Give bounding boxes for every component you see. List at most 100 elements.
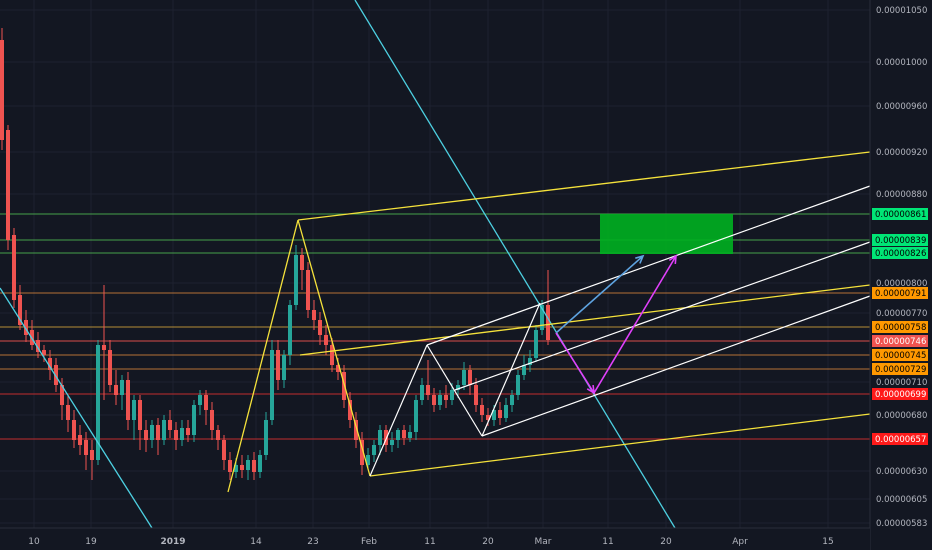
time-tick-label: 11 (424, 537, 435, 547)
candlesticks (0, 28, 550, 480)
white-zigzag (426, 344, 483, 437)
white-zigzag (369, 344, 428, 477)
candle-body (348, 400, 352, 420)
candle-body (288, 305, 292, 355)
candle-body (264, 420, 268, 455)
price-level-tag-label: 0.00000657 (875, 435, 926, 445)
price-level-tag (872, 335, 928, 347)
trend-drawings (0, 0, 871, 529)
candle-body (306, 270, 310, 310)
price-level-tag-label: 0.00000699 (875, 390, 926, 400)
candle-body (366, 455, 370, 465)
candle-body (186, 428, 190, 435)
candle-body (432, 395, 436, 405)
candle-body (522, 365, 526, 375)
candle-body (246, 460, 250, 470)
price-level-tag (872, 234, 928, 246)
candle-body (78, 435, 82, 445)
candle-body (174, 430, 178, 440)
time-tick-label: 20 (660, 537, 672, 547)
candle-body (540, 305, 544, 330)
blue-projection-arrow (555, 255, 644, 334)
time-tick-label: 11 (602, 537, 613, 547)
candle-body (258, 455, 262, 472)
candle-body (342, 372, 346, 400)
magenta-projection-arrow-up-head (668, 254, 677, 265)
candle-body (486, 415, 490, 420)
candle-body (48, 358, 52, 370)
price-tick-label: 0.00001050 (876, 6, 927, 16)
magenta-projection-arrow-up (593, 255, 677, 394)
candle-body (384, 430, 388, 445)
candle-body (294, 255, 298, 305)
candle-body (360, 440, 364, 465)
candle-body (96, 345, 100, 460)
price-level-tag-label: 0.00000826 (875, 249, 926, 259)
candle-body (462, 370, 466, 385)
price-tick-label: 0.00000920 (876, 148, 927, 158)
candle-body (408, 432, 412, 438)
price-tick-label: 0.00000680 (876, 411, 927, 421)
time-axis[interactable]: 10 19 2019 14 23 Feb 11 20 Mar 11 20 Apr 15 (0, 527, 870, 550)
price-level-tag (872, 363, 928, 375)
candle-body (216, 430, 220, 440)
price-level-tag-label: 0.00000746 (875, 337, 926, 347)
candle-body (108, 350, 112, 385)
candle-body (36, 340, 40, 352)
time-tick-label: 15 (822, 537, 833, 547)
time-tick-label: 19 (85, 537, 97, 547)
candle-body (468, 370, 472, 385)
yellow-impulse-up (227, 219, 299, 493)
candle-body (54, 365, 58, 385)
candle-body (390, 440, 394, 445)
candle-body (114, 385, 118, 395)
white-channel-upper (426, 185, 871, 346)
price-level-tag (872, 208, 928, 220)
price-tick-label: 0.00001000 (876, 58, 927, 68)
candle-body (12, 235, 16, 300)
target-zone (600, 214, 733, 254)
candle-body (240, 465, 244, 470)
time-tick-label: 20 (482, 537, 494, 547)
candle-body (426, 385, 430, 395)
candle-body (480, 405, 484, 415)
candle-body (120, 380, 124, 395)
candle-body (24, 320, 28, 335)
time-tick-label: 10 (28, 537, 40, 547)
price-level-tag (872, 287, 928, 299)
candle-body (450, 390, 454, 400)
price-level-tag (872, 349, 928, 361)
candle-body (102, 345, 106, 350)
time-tick-label: Apr (732, 537, 748, 547)
candle-body (72, 420, 76, 440)
price-tick-label: 0.00000630 (876, 467, 927, 477)
candle-body (18, 295, 22, 325)
candle-body (510, 395, 514, 405)
candle-body (84, 440, 88, 455)
candle-body (492, 410, 496, 420)
white-channel-median (454, 241, 871, 391)
price-level-tag-label: 0.00000745 (875, 351, 926, 361)
price-level-tag (872, 388, 928, 400)
white-channel-lower (481, 295, 871, 437)
candle-body (414, 400, 418, 432)
price-level-tag-label: 0.00000791 (875, 289, 926, 299)
target-zone-box (600, 214, 733, 254)
candle-body (330, 345, 334, 365)
candle-body (198, 395, 202, 405)
price-tick-label: 0.00000800 (876, 279, 927, 289)
candle-body (228, 460, 232, 472)
candle-body (438, 395, 442, 405)
candle-body (276, 350, 280, 380)
price-tick-label: 0.00000583 (876, 519, 927, 529)
price-tick-label: 0.00000605 (876, 495, 927, 505)
price-tick-label: 0.00000880 (876, 190, 927, 200)
time-tick-label: Feb (361, 537, 377, 547)
price-axis[interactable]: 0.00001050 0.00001000 0.00000960 0.00000920… (869, 0, 932, 550)
time-tick-label: 14 (250, 537, 262, 547)
candle-body (270, 350, 274, 420)
yellow-impulse-down (297, 219, 371, 477)
price-level-tag-label: 0.00000839 (875, 236, 926, 246)
candle-body (534, 330, 538, 358)
